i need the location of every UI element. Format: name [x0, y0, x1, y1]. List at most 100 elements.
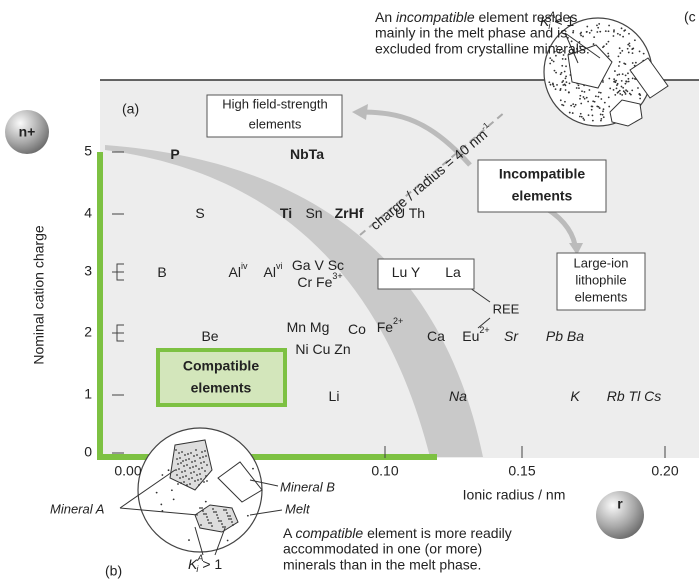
- melt-dot: [573, 105, 576, 108]
- melt-dot: [565, 65, 567, 68]
- melt-dot: [638, 50, 641, 53]
- mineral-dot: [178, 468, 180, 470]
- melt-dot: [609, 87, 612, 90]
- melt-dot: [578, 115, 581, 118]
- melt-dot: [562, 80, 565, 82]
- melt-dot: [594, 95, 597, 98]
- melt-dot: [564, 58, 567, 60]
- mineral-dot: [194, 480, 196, 482]
- melt-dot: [161, 474, 164, 476]
- melt-dot: [625, 89, 627, 92]
- mineral-dot: [193, 471, 195, 473]
- mineral-dot: [189, 483, 191, 485]
- box: [377, 258, 475, 290]
- element-symbol: K: [570, 388, 580, 404]
- melt-dot: [623, 29, 626, 32]
- kd-sup: A: [548, 10, 555, 20]
- note-line: accommodated in one (or more): [283, 541, 482, 557]
- melt-dot: [608, 105, 611, 108]
- mineral-dot: [187, 453, 189, 455]
- mineral-dot: [225, 509, 227, 511]
- melt-dot: [621, 94, 624, 96]
- element-symbol: Pb Ba: [546, 328, 584, 344]
- mineral-dot: [212, 508, 214, 510]
- y-tick-label: 0: [84, 444, 92, 460]
- melt-dot: [204, 500, 207, 503]
- mineral-dot: [193, 455, 195, 457]
- melt-dot: [591, 119, 594, 122]
- element: Fe2+: [377, 316, 404, 334]
- y-tick-label: 5: [84, 143, 92, 159]
- melt-dot: [246, 514, 249, 517]
- element-symbol: Ga V Sc: [292, 257, 344, 273]
- melt-dot: [599, 91, 602, 94]
- compatible-field: [97, 152, 437, 460]
- melt-dot: [607, 30, 610, 33]
- element-charge: 2+: [479, 325, 489, 335]
- melt-dot: [618, 65, 620, 67]
- melt-dot: [188, 539, 190, 541]
- badge: [596, 491, 644, 539]
- mineral-dot: [200, 478, 202, 480]
- melt-dot: [616, 32, 619, 35]
- melt-dot: [549, 83, 552, 86]
- melt-dot: [570, 40, 573, 43]
- melt-dot: [624, 74, 627, 77]
- melt-dot: [631, 89, 634, 92]
- melt-dot: [588, 31, 591, 34]
- element-symbol: Mn Mg: [287, 319, 330, 335]
- melt-dot: [583, 91, 586, 93]
- mineral-dot: [206, 516, 208, 518]
- pointer: [194, 526, 204, 556]
- element-symbol: Co: [348, 321, 366, 337]
- melt-dot: [564, 89, 567, 91]
- element: Lu Y: [392, 264, 421, 280]
- box-label: elements: [249, 116, 302, 131]
- mineral-dot: [204, 450, 206, 452]
- mineral-dot: [190, 472, 192, 474]
- mineral-dot: [203, 481, 205, 483]
- melt-dot: [602, 45, 605, 48]
- melt-dot: [616, 84, 618, 87]
- melt-dot: [558, 51, 561, 54]
- melt-dot: [633, 39, 636, 42]
- compatibility-band: [105, 145, 483, 457]
- melt-dot: [622, 90, 625, 93]
- mineral-dot: [232, 524, 234, 526]
- mineral-dot: [201, 507, 203, 509]
- melt-dot: [549, 62, 552, 65]
- pointer: [214, 527, 226, 556]
- note-line: A compatible element is more readily: [283, 525, 512, 541]
- x-tick-label: 0.20: [651, 463, 678, 479]
- element: Pb Ba: [546, 328, 584, 344]
- melt-dot: [627, 51, 630, 54]
- element-charge: 2+: [393, 316, 403, 326]
- melt-dot: [631, 52, 634, 54]
- melt-dot: [596, 31, 599, 33]
- melt-dot: [626, 90, 629, 93]
- badge-label: n+: [19, 124, 36, 140]
- melt-dot: [625, 80, 628, 83]
- element-symbol: Sr: [504, 328, 519, 344]
- element: La: [445, 264, 461, 280]
- element-symbol: Al: [229, 264, 241, 280]
- mineral-dot: [180, 482, 182, 484]
- melt-dot: [560, 71, 563, 74]
- ratio-line: [359, 111, 506, 236]
- partition-coefficient: KA i < 1: [540, 10, 574, 31]
- melt-dot: [608, 77, 611, 80]
- element-symbol: Sn: [305, 205, 322, 221]
- element-symbol: U Th: [395, 205, 425, 221]
- mineral-dot: [205, 475, 207, 477]
- y-tick-label: 4: [84, 205, 92, 221]
- melt-dot: [155, 491, 158, 494]
- mineral-dot: [199, 473, 201, 475]
- melt-dot: [552, 82, 554, 85]
- mineral-dot: [203, 513, 205, 515]
- y-tick-label: 1: [84, 386, 92, 402]
- melt-dot: [626, 47, 629, 50]
- mineral-dot: [179, 457, 181, 459]
- mineral-dot: [210, 522, 212, 524]
- note-text: An: [375, 9, 392, 25]
- element: Cr Fe3+: [297, 271, 342, 289]
